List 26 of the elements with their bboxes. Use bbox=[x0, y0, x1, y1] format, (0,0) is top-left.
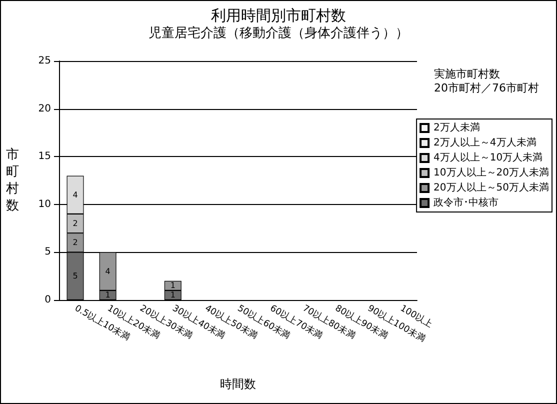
legend-label: 10万人以上～20万人未満 bbox=[434, 166, 550, 178]
y-tick-label: 15 bbox=[38, 151, 51, 162]
x-axis-title: 時間数 bbox=[220, 377, 256, 391]
legend-label: 政令市･中核市 bbox=[434, 196, 499, 208]
chart-subtitle: 児童居宅介護（移動介護（身体介護伴う）） bbox=[148, 25, 408, 41]
y-axis-title: 市町村数 bbox=[5, 148, 19, 214]
data-label: 2 bbox=[72, 238, 78, 248]
text: 20市町村／76市町村 bbox=[434, 82, 539, 94]
y-tick-label: 10 bbox=[38, 198, 51, 210]
legend-label: 2万人未満 bbox=[434, 122, 480, 134]
y-tick-label: 5 bbox=[44, 246, 51, 258]
legend-label: 20万人以上～50万人未満 bbox=[434, 182, 550, 194]
data-label: 1 bbox=[170, 290, 176, 300]
chart-title: 利用時間別市町村数 bbox=[211, 6, 346, 24]
text: 実施市町村数 bbox=[434, 68, 500, 80]
legend-label: 4万人以上～10万人未満 bbox=[434, 152, 543, 164]
data-label: 4 bbox=[72, 190, 78, 200]
y-tick-label: 0 bbox=[44, 294, 51, 306]
data-label: 5 bbox=[72, 272, 78, 281]
y-tick-label: 20 bbox=[38, 103, 51, 114]
legend-label: 2万人以上～4万人未満 bbox=[434, 136, 536, 148]
data-label: 1 bbox=[105, 290, 110, 300]
y-tick-label: 25 bbox=[38, 56, 51, 66]
data-label: 2 bbox=[72, 219, 78, 228]
data-label: 4 bbox=[105, 266, 110, 276]
data-label: 1 bbox=[170, 281, 176, 290]
